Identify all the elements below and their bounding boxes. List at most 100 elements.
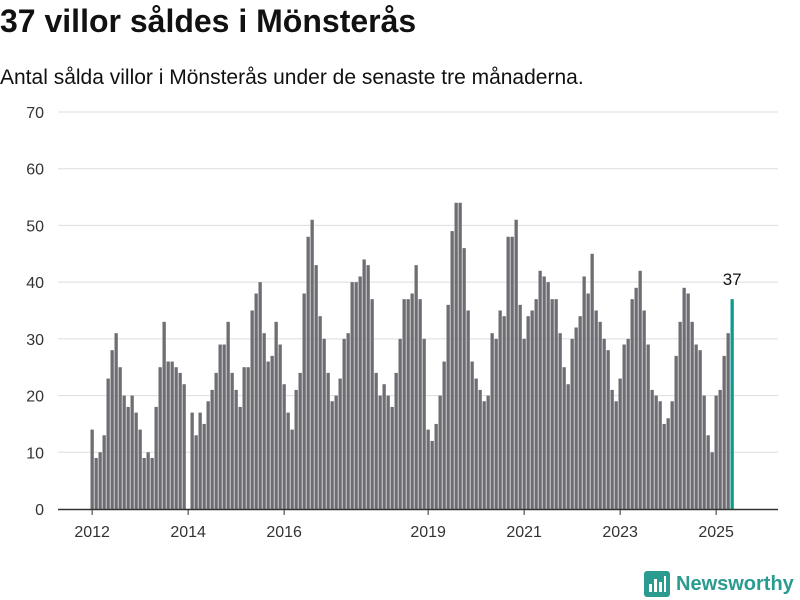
bar [550,299,554,509]
bar [422,338,426,509]
bar [654,395,658,509]
bar [586,293,590,509]
bar [202,423,206,509]
bar [538,270,542,509]
bar [394,372,398,509]
bar [162,321,166,509]
bar [214,372,218,509]
bar [602,338,606,509]
bar [582,276,586,509]
newsworthy-logo-icon [644,571,670,597]
bar [274,321,278,509]
bar [106,378,110,509]
bar [266,361,270,509]
bar [382,384,386,509]
bar [534,299,538,509]
x-tick-label: 2014 [170,524,206,541]
bar [310,219,314,509]
bar [470,361,474,509]
bar [254,293,258,509]
bar [682,287,686,509]
gridlines [58,111,778,453]
bar [314,265,318,509]
bar [198,412,202,509]
bar [270,355,274,509]
bar [674,355,678,509]
bar [174,367,178,509]
bar [510,236,514,509]
bar [438,395,442,509]
bar [318,316,322,509]
bar [518,304,522,509]
bar [658,401,662,509]
bar [222,344,226,509]
bar [278,344,282,509]
bar [466,310,470,509]
bar [346,333,350,509]
bar [710,452,714,509]
bar-highlight [730,299,734,509]
bar [354,282,358,509]
bar [370,299,374,509]
x-tick-label: 2021 [506,524,542,541]
bar [102,435,106,509]
x-tick-label: 2012 [74,524,110,541]
bar [506,236,510,509]
y-axis-ticks: 0 10 20 30 40 50 60 70 [26,105,44,519]
bar [190,412,194,509]
bar [166,361,170,509]
bar [686,293,690,509]
bar [450,231,454,509]
bar [578,316,582,509]
bar [542,276,546,509]
bar [338,378,342,509]
x-tick-label: 2025 [698,524,734,541]
bar [230,372,234,509]
bar [670,401,674,509]
bar [350,282,354,509]
y-tick-label: 10 [26,445,44,462]
bar [122,395,126,509]
bar [574,327,578,509]
y-tick-label: 40 [26,275,44,292]
bar [306,236,310,509]
bar [262,333,266,509]
bar [458,202,462,510]
bar [386,395,390,509]
bar [234,389,238,509]
y-tick-label: 60 [26,162,44,179]
bar [330,401,334,509]
x-axis-ticks: 2012 2014 2016 2019 2021 2023 2025 [58,508,778,541]
bar [138,429,142,509]
bar [478,389,482,509]
bar [502,316,506,509]
bar [462,248,466,510]
bar [590,253,594,509]
bar [94,457,98,509]
chart-subtitle: Antal sålda villor i Mönsterås under de … [0,66,584,89]
bar [378,395,382,509]
bar [642,310,646,509]
newsworthy-brand[interactable]: Newsworthy [644,569,794,599]
bar [498,310,502,509]
bar [702,395,706,509]
bar [182,384,186,509]
bar [398,338,402,509]
bar [706,435,710,509]
bar [250,310,254,509]
brand-name: Newsworthy [676,572,794,595]
bar [282,384,286,509]
bar [342,338,346,509]
bar [298,372,302,509]
bar [434,423,438,509]
bar [566,384,570,509]
bar [150,457,154,509]
bar [98,452,102,509]
bar [618,378,622,509]
bar [402,299,406,509]
bar [114,333,118,509]
bar [246,367,250,509]
x-tick-label: 2023 [602,524,638,541]
